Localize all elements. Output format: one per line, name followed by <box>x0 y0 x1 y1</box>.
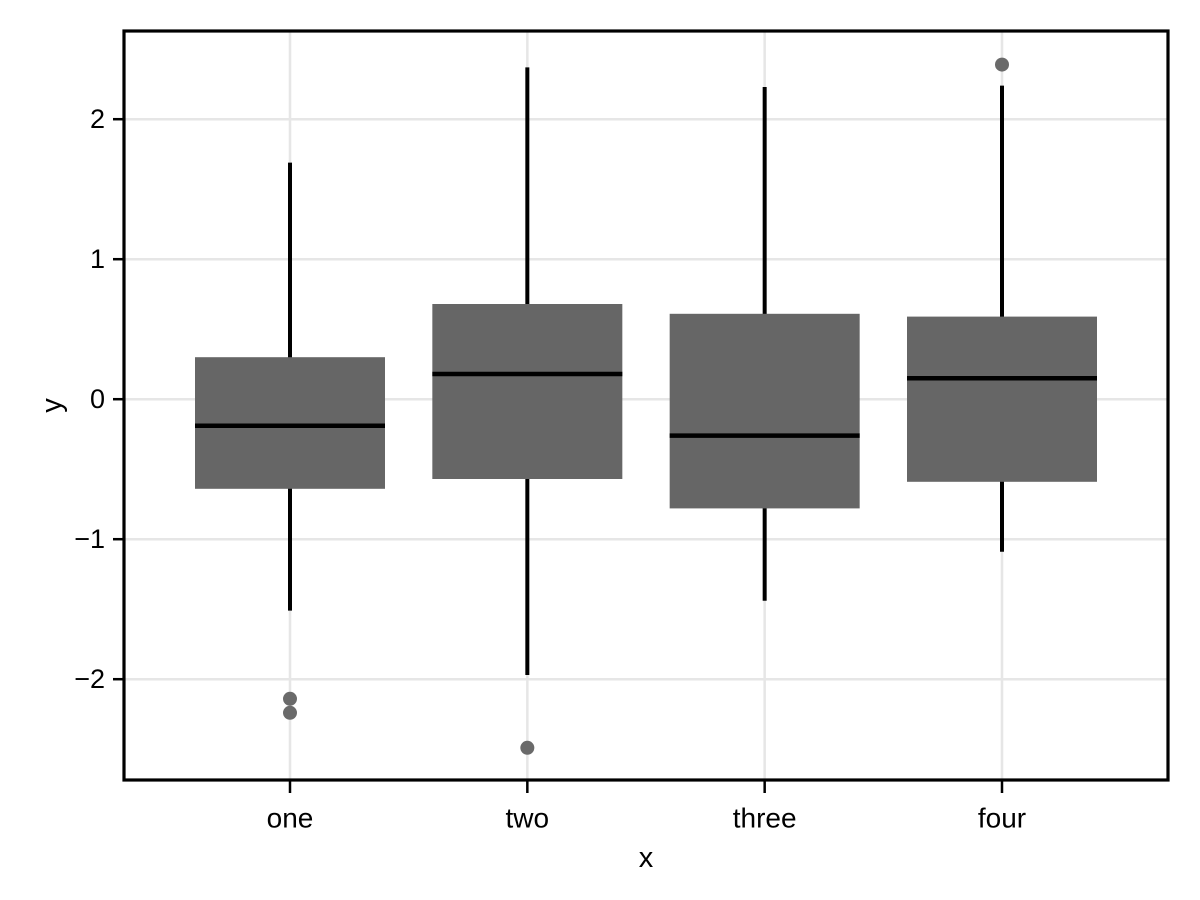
boxplot-box-four <box>907 57 1097 552</box>
iqr-box <box>669 313 860 509</box>
iqr-box <box>432 304 623 479</box>
boxplot-box-three <box>669 87 860 601</box>
boxplot-box-one <box>195 162 385 720</box>
y-tick-label: 0 <box>90 384 105 414</box>
outlier-dot <box>283 691 297 706</box>
x-tick-label: four <box>978 803 1026 834</box>
x-tick-label: one <box>267 803 314 834</box>
outlier-dot <box>995 57 1009 72</box>
x-tick-label: two <box>506 803 550 834</box>
outlier-dot <box>520 740 535 755</box>
iqr-box <box>195 357 385 489</box>
iqr-box <box>907 316 1097 482</box>
plot-frame <box>122 29 1170 782</box>
y-axis: 2 1 0 −1 −2 <box>74 104 124 694</box>
x-axis: one two three four <box>267 780 1026 834</box>
x-axis-title: x <box>639 842 654 874</box>
outlier-dot <box>283 705 297 720</box>
y-axis-title: y <box>36 398 68 413</box>
boxplot-box-two <box>432 67 623 755</box>
y-tick-label: 1 <box>90 244 105 274</box>
y-tick-label: −2 <box>74 664 105 694</box>
x-tick-label: three <box>733 803 797 834</box>
y-tick-label: 2 <box>90 104 105 134</box>
y-tick-label: −1 <box>74 524 105 554</box>
